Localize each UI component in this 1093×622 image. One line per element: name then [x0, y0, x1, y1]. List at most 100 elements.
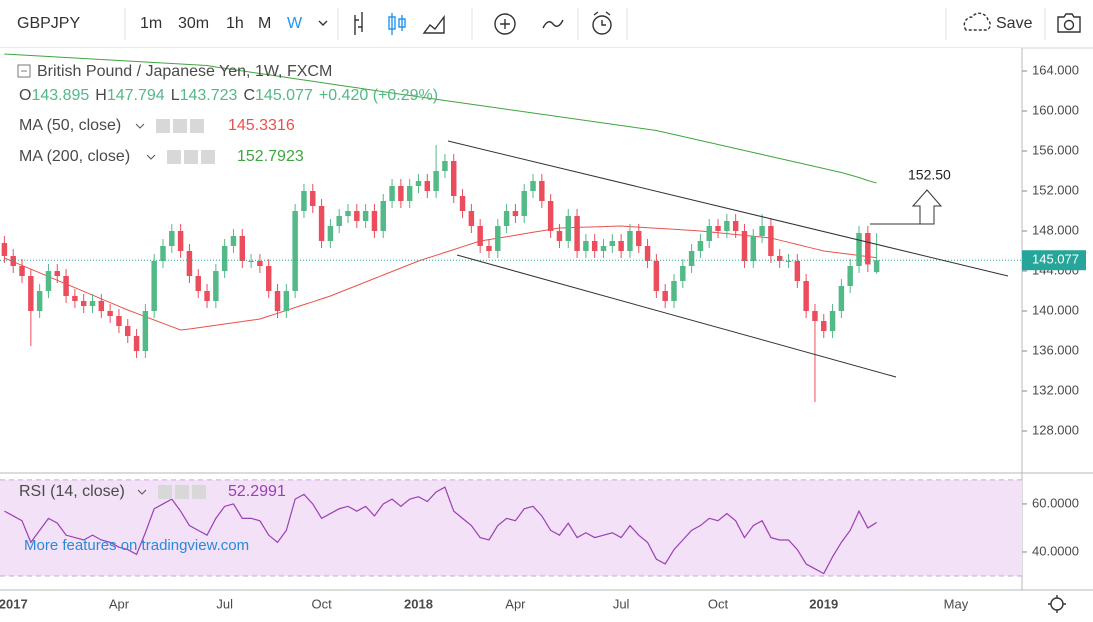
candle-body: [847, 266, 853, 286]
candle-body: [618, 241, 624, 251]
candle-body: [556, 231, 563, 241]
legend-control[interactable]: [175, 485, 189, 499]
x-tick-label: Apr: [505, 596, 526, 611]
legend-control[interactable]: [201, 150, 215, 164]
legend-name: MA (50, close): [19, 117, 121, 134]
last-price-label: 145.077: [1032, 252, 1079, 267]
candle-body: [274, 291, 281, 311]
candle-body: [257, 261, 263, 266]
rsi-pane: [0, 479, 1022, 577]
candle-body: [1, 243, 8, 256]
candle-body: [768, 226, 774, 256]
trend-line[interactable]: [456, 254, 897, 378]
interval[interactable]: W: [287, 15, 303, 32]
y-tick-label: 136.000: [1032, 342, 1079, 357]
ohlc-value: 143.723: [180, 87, 238, 104]
candle-body: [468, 211, 475, 226]
ohlc-value: 143.895: [31, 87, 89, 104]
legend-control[interactable]: [158, 485, 172, 499]
candle-body: [125, 326, 131, 336]
candle-body: [160, 246, 166, 261]
change-value: +0.420 (+0.29%): [319, 87, 438, 104]
save-button[interactable]: Save: [996, 15, 1033, 32]
x-tick-label: May: [944, 596, 969, 611]
x-tick-label: Jul: [216, 596, 233, 611]
candle-body: [600, 246, 607, 251]
collapse-icon[interactable]: [17, 64, 31, 78]
legend-control[interactable]: [192, 485, 206, 499]
candle-body: [829, 311, 836, 331]
ohlc-label: L: [171, 87, 180, 104]
candle-body: [873, 260, 880, 273]
candle-body: [644, 246, 651, 261]
legend-control[interactable]: [190, 119, 204, 133]
candle-body: [345, 211, 351, 216]
candle-body: [662, 291, 668, 301]
legend-control[interactable]: [156, 119, 170, 133]
candle-body: [142, 311, 149, 351]
candle-body: [803, 281, 809, 311]
y-tick-label: 164.000: [1032, 62, 1079, 77]
y-tick-label: 148.000: [1032, 222, 1079, 237]
candle-body: [204, 291, 210, 301]
legend-control[interactable]: [184, 150, 198, 164]
legend-control[interactable]: [173, 119, 187, 133]
trend-line[interactable]: [447, 140, 1009, 277]
legend-menu[interactable]: [146, 154, 156, 160]
snapshot-icon[interactable]: [1057, 13, 1081, 33]
candle-body: [292, 211, 298, 291]
candle-body: [230, 236, 237, 246]
candle-body: [724, 221, 730, 231]
candle-body: [451, 161, 457, 196]
candle-body: [54, 271, 60, 276]
candle-body: [794, 261, 801, 281]
candle-body: [10, 256, 16, 266]
save-icon[interactable]: [963, 12, 991, 31]
x-tick-label: 2019: [809, 596, 838, 611]
settings-icon-teeth: [1048, 595, 1066, 613]
candle-body: [627, 231, 633, 251]
candle-body: [301, 191, 307, 211]
candle-body: [89, 301, 96, 306]
indicators-icon[interactable]: [494, 13, 516, 35]
candle-body: [442, 161, 448, 171]
ohlc-value: 145.077: [255, 87, 313, 104]
interval[interactable]: M: [258, 15, 271, 32]
area-icon[interactable]: [422, 14, 445, 34]
alert-icon[interactable]: [592, 15, 612, 35]
y-tick-label: 40.0000: [1032, 543, 1079, 558]
settings-icon[interactable]: [1050, 597, 1064, 611]
watermark[interactable]: More features on tradingview.com: [24, 537, 249, 554]
candle-body: [503, 211, 510, 226]
candle-body: [45, 271, 52, 291]
candle-body: [583, 241, 589, 251]
target-arrow[interactable]: [870, 189, 943, 225]
candle-body: [715, 226, 721, 231]
compare-icon[interactable]: [542, 19, 564, 29]
x-tick-label: Jul: [613, 596, 630, 611]
candle-body: [697, 241, 704, 251]
legend-value: 52.2991: [228, 483, 286, 500]
indicators-icon-plus: [500, 19, 510, 29]
candle-body: [477, 226, 483, 246]
candle-body: [221, 246, 228, 271]
bars-icon[interactable]: [354, 12, 363, 35]
interval[interactable]: 30m: [178, 15, 209, 32]
interval[interactable]: 1h: [226, 15, 244, 32]
candle-body: [671, 281, 677, 301]
moving-average: [4, 53, 877, 184]
symbol[interactable]: GBPJPY: [17, 15, 80, 32]
y-tick-label: 128.000: [1032, 422, 1079, 437]
candle-body: [424, 181, 431, 191]
last-price-box: [1022, 250, 1086, 271]
moving-average: [4, 225, 877, 331]
candle-body: [19, 266, 25, 276]
candle-body: [354, 211, 360, 221]
legend-menu[interactable]: [135, 123, 145, 129]
legend-menu[interactable]: [137, 489, 147, 495]
interval-menu[interactable]: [318, 20, 328, 26]
candles-icon[interactable]: [388, 13, 406, 35]
candle-body: [72, 296, 78, 301]
interval[interactable]: 1m: [140, 15, 162, 32]
legend-control[interactable]: [167, 150, 181, 164]
